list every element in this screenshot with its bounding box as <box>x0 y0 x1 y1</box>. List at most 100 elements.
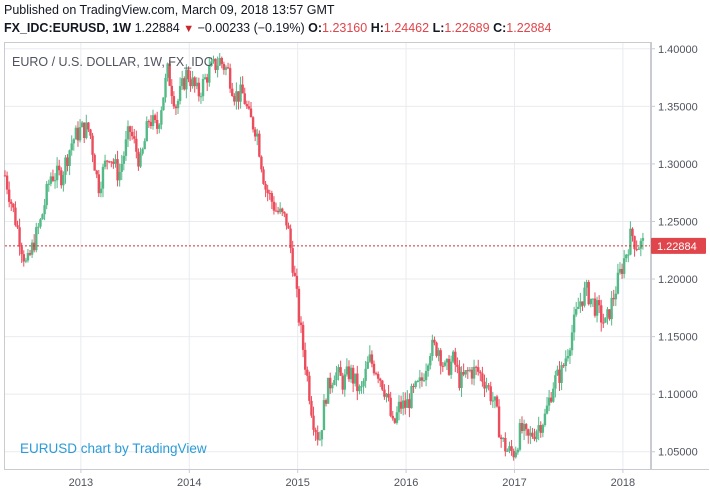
candle-body <box>26 253 30 261</box>
candle-body <box>506 450 509 452</box>
candle-body <box>481 373 484 382</box>
candle-body <box>591 298 595 300</box>
candle-body <box>87 122 90 130</box>
candle-body <box>72 139 75 144</box>
candle-body <box>418 377 422 382</box>
candle-body <box>222 63 226 70</box>
candle-body <box>512 450 515 458</box>
candle-body <box>35 227 38 251</box>
candle-body <box>187 69 190 80</box>
candle-body <box>387 393 390 398</box>
candle-body <box>572 314 576 333</box>
candle-body <box>28 253 32 255</box>
candle-body <box>3 175 7 177</box>
candle-body <box>118 171 121 181</box>
candle-body <box>155 119 159 129</box>
candle-body <box>568 350 572 357</box>
candle-body <box>85 122 88 139</box>
chart-watermark: EURUSD chart by TradingView <box>20 441 207 456</box>
candle-body <box>499 437 503 440</box>
candle-body <box>233 95 236 102</box>
candle-body <box>374 373 378 375</box>
candle-body <box>291 248 294 273</box>
candle-body <box>326 377 330 404</box>
candle-body <box>366 361 369 369</box>
candle-body <box>485 385 488 389</box>
candle-body <box>76 127 80 141</box>
candle-body <box>408 399 411 409</box>
candle-body <box>477 367 480 372</box>
candle-body <box>68 150 71 166</box>
candle-body <box>487 385 490 387</box>
candle-body <box>549 397 553 402</box>
candle-body <box>53 180 57 182</box>
candle-body <box>447 358 451 375</box>
candle-body <box>237 91 240 102</box>
candle-body <box>320 430 324 440</box>
candle-body <box>483 381 486 389</box>
candle-body <box>253 129 257 137</box>
down-arrow-icon: ▼ <box>183 23 195 35</box>
candle-body <box>116 159 119 181</box>
candle-body <box>268 193 271 195</box>
candle-body <box>264 183 267 190</box>
ohlc-legend: FX_IDC:EURUSD, 1W 1.22884 ▼ −0.00233 (−0… <box>4 21 551 35</box>
candle-body <box>318 439 321 441</box>
candle-body <box>595 300 599 316</box>
candle-body <box>395 412 399 423</box>
candle-body <box>41 214 44 220</box>
candle-body <box>47 183 50 185</box>
candle-body <box>406 399 409 408</box>
x-tick-label: 2014 <box>177 477 201 489</box>
candle-body <box>312 415 315 430</box>
high-label: H: <box>370 21 384 35</box>
candle-body <box>362 380 365 387</box>
candle-body <box>556 369 559 376</box>
candle-body <box>364 368 367 381</box>
candle-body <box>393 418 397 423</box>
candle-body <box>241 84 244 94</box>
candle-body <box>454 351 457 365</box>
candle-body <box>445 358 449 363</box>
candle-body <box>329 377 332 389</box>
candle-body <box>78 127 82 141</box>
candle-body <box>55 165 59 181</box>
candle-body <box>103 160 107 167</box>
candle-body <box>452 351 455 362</box>
candle-body <box>491 400 495 402</box>
candle-body <box>504 438 507 452</box>
candle-body <box>429 355 432 366</box>
candle-body <box>443 362 447 366</box>
candle-body <box>431 339 434 356</box>
low-label: L: <box>432 21 445 35</box>
candle-body <box>635 249 638 251</box>
candle-body <box>422 380 426 382</box>
candle-body <box>468 369 472 372</box>
candle-body <box>210 61 213 66</box>
candle-body <box>397 401 401 413</box>
candle-body <box>218 58 221 66</box>
candle-body <box>228 68 232 89</box>
candle-body <box>203 77 207 79</box>
candle-body <box>347 366 351 380</box>
candle-body <box>331 385 334 389</box>
candle-body <box>39 219 42 227</box>
open-value: 1.23160 <box>322 21 368 35</box>
candle-body <box>360 386 363 388</box>
candle-body <box>80 122 84 128</box>
candle-body <box>189 79 192 87</box>
candle-body <box>93 154 96 171</box>
candle-body <box>120 163 123 172</box>
candle-body <box>303 349 307 370</box>
candle-body <box>235 91 238 102</box>
candle-body <box>99 188 103 194</box>
candle-body <box>570 332 574 351</box>
candle-body <box>508 446 511 451</box>
candle-body <box>51 176 55 181</box>
candle-body <box>608 309 611 320</box>
candle-body <box>610 297 613 320</box>
candle-body <box>216 65 219 70</box>
candle-body <box>170 85 173 97</box>
candle-body <box>185 69 188 90</box>
